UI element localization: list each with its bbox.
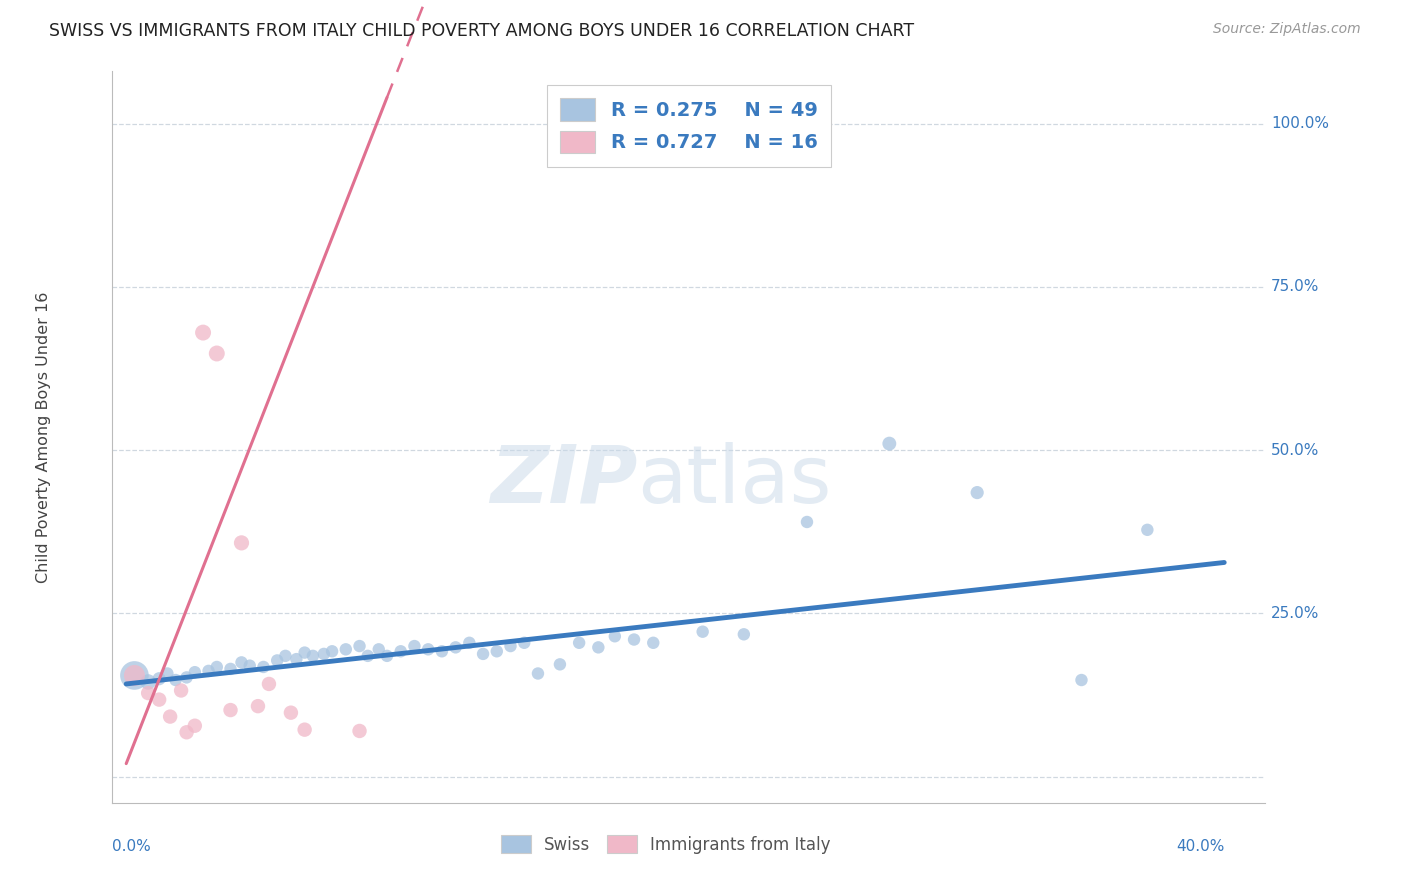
- Point: [1070, 673, 1092, 687]
- Text: SWISS VS IMMIGRANTS FROM ITALY CHILD POVERTY AMONG BOYS UNDER 16 CORRELATION CHA: SWISS VS IMMIGRANTS FROM ITALY CHILD POV…: [49, 22, 914, 40]
- Point: [302, 648, 325, 663]
- Point: [246, 699, 269, 714]
- Point: [231, 656, 253, 670]
- Point: [458, 636, 481, 650]
- Text: Child Poverty Among Boys Under 16: Child Poverty Among Boys Under 16: [35, 292, 51, 582]
- Point: [312, 647, 335, 661]
- Point: [280, 706, 302, 720]
- Point: [176, 725, 198, 739]
- Point: [136, 675, 159, 690]
- Legend: Swiss, Immigrants from Italy: Swiss, Immigrants from Italy: [494, 829, 838, 860]
- Text: atlas: atlas: [637, 442, 831, 520]
- Point: [623, 632, 645, 647]
- Point: [239, 658, 262, 673]
- Point: [136, 686, 159, 700]
- Text: 25.0%: 25.0%: [1271, 606, 1319, 621]
- Point: [1136, 523, 1159, 537]
- Point: [285, 652, 308, 666]
- Point: [603, 629, 626, 643]
- Point: [335, 642, 357, 657]
- Point: [499, 639, 522, 653]
- Point: [266, 653, 288, 667]
- Point: [357, 648, 380, 663]
- Point: [527, 666, 550, 681]
- Point: [257, 677, 280, 691]
- Point: [205, 660, 228, 674]
- Point: [176, 670, 198, 684]
- Point: [349, 723, 371, 738]
- Point: [548, 657, 571, 672]
- Point: [485, 644, 508, 658]
- Text: ZIP: ZIP: [489, 442, 637, 520]
- Point: [321, 644, 343, 658]
- Point: [191, 326, 214, 340]
- Text: 50.0%: 50.0%: [1271, 442, 1319, 458]
- Point: [156, 666, 179, 681]
- Point: [165, 673, 187, 687]
- Point: [148, 672, 170, 686]
- Point: [389, 644, 412, 658]
- Point: [124, 668, 146, 682]
- Point: [274, 648, 297, 663]
- Point: [375, 648, 398, 663]
- Point: [418, 642, 440, 657]
- Point: [294, 646, 316, 660]
- Point: [159, 709, 181, 723]
- Text: 100.0%: 100.0%: [1271, 116, 1329, 131]
- Point: [879, 436, 901, 450]
- Text: 75.0%: 75.0%: [1271, 279, 1319, 294]
- Point: [252, 660, 274, 674]
- Point: [966, 485, 988, 500]
- Point: [733, 627, 755, 641]
- Point: [197, 664, 219, 678]
- Point: [643, 636, 665, 650]
- Point: [472, 647, 495, 661]
- Point: [170, 683, 193, 698]
- Point: [219, 662, 242, 676]
- Point: [349, 639, 371, 653]
- Point: [184, 665, 207, 680]
- Point: [513, 636, 536, 650]
- Point: [367, 642, 389, 657]
- Point: [430, 644, 453, 658]
- Text: 0.0%: 0.0%: [112, 838, 152, 854]
- Point: [148, 692, 170, 706]
- Point: [444, 640, 467, 655]
- Point: [124, 668, 146, 682]
- Point: [205, 346, 228, 360]
- Text: Source: ZipAtlas.com: Source: ZipAtlas.com: [1213, 22, 1361, 37]
- Point: [184, 719, 207, 733]
- Point: [404, 639, 426, 653]
- Point: [231, 536, 253, 550]
- Text: 40.0%: 40.0%: [1175, 838, 1225, 854]
- Point: [588, 640, 610, 655]
- Point: [692, 624, 714, 639]
- Point: [219, 703, 242, 717]
- Point: [294, 723, 316, 737]
- Point: [568, 636, 591, 650]
- Point: [796, 515, 818, 529]
